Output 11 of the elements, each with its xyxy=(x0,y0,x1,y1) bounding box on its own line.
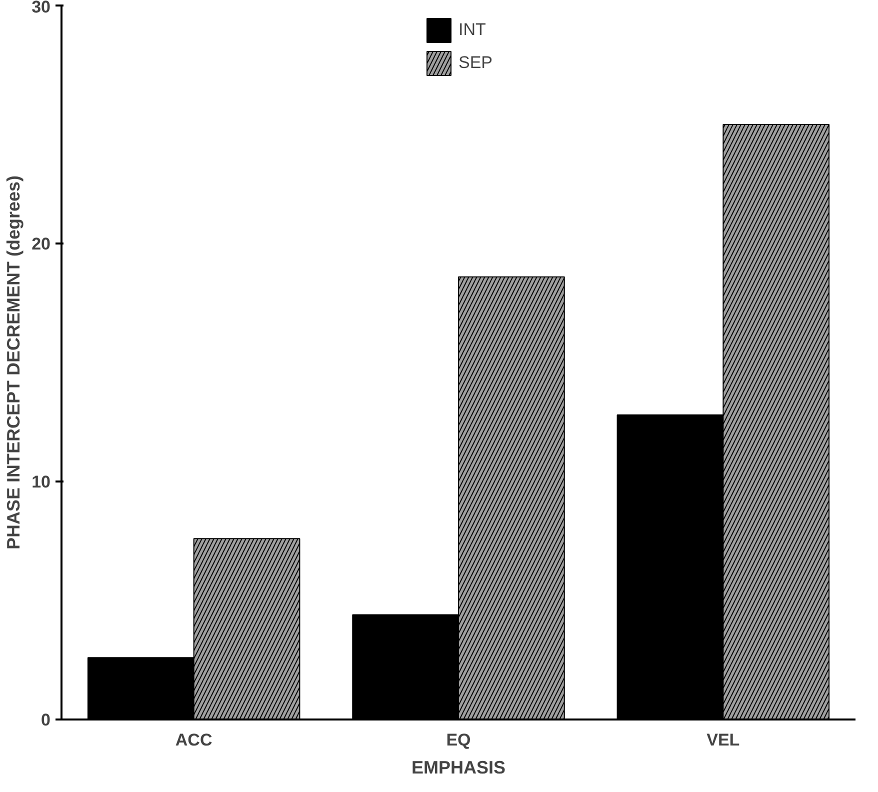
y-tick-label: 30 xyxy=(32,0,51,16)
legend-label: INT xyxy=(458,20,486,40)
x-tick-label: ACC xyxy=(175,730,212,750)
legend-label: SEP xyxy=(458,53,493,73)
y-tick-label: 10 xyxy=(32,472,51,492)
y-axis-title: PHASE INTERCEPT DECREMENT (degrees) xyxy=(4,175,24,550)
y-tick-label: 0 xyxy=(41,710,51,730)
x-axis-title: EMPHASIS xyxy=(411,758,506,778)
x-tick-label: EQ xyxy=(446,730,471,750)
x-tick-label: VEL xyxy=(706,730,740,750)
y-tick-label: 20 xyxy=(32,234,51,254)
